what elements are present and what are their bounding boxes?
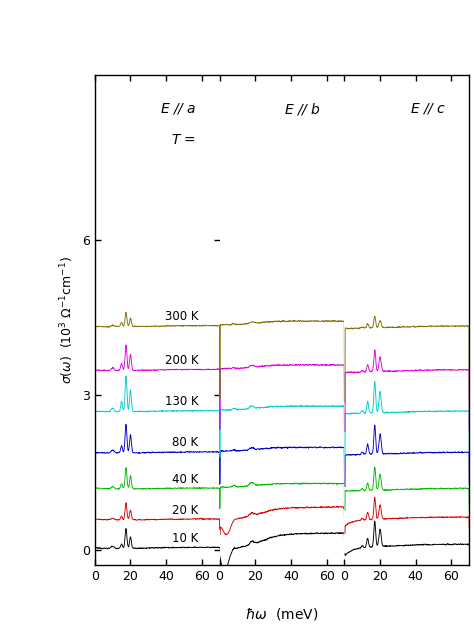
Text: $\hbar\omega$  (meV): $\hbar\omega$ (meV): [246, 606, 319, 622]
Text: 80 K: 80 K: [172, 436, 198, 450]
Text: $E$ // $a$: $E$ // $a$: [160, 101, 196, 116]
Text: 20 K: 20 K: [172, 504, 198, 516]
Y-axis label: $\sigma(\omega)$  (10$^3$ $\Omega^{-1}$cm$^{-1}$): $\sigma(\omega)$ (10$^3$ $\Omega^{-1}$cm…: [59, 256, 76, 384]
Text: $E$ // $c$: $E$ // $c$: [410, 101, 446, 116]
Text: 40 K: 40 K: [172, 473, 198, 485]
Text: 10 K: 10 K: [172, 532, 198, 545]
Text: 300 K: 300 K: [165, 310, 198, 323]
Text: $T$ =: $T$ =: [172, 133, 196, 147]
Text: 130 K: 130 K: [164, 395, 198, 408]
Text: $E$ // $b$: $E$ // $b$: [284, 101, 321, 117]
Text: 200 K: 200 K: [164, 354, 198, 367]
